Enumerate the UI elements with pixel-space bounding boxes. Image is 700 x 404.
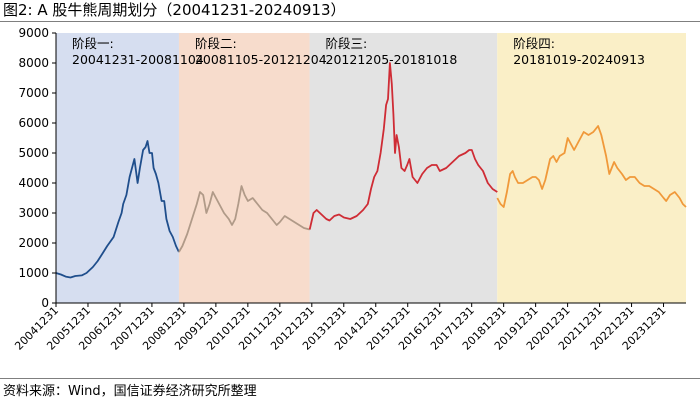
period-band-1 bbox=[56, 33, 179, 303]
period-label-4: 阶段四: bbox=[513, 36, 555, 51]
period-label-2: 阶段二: bbox=[195, 36, 237, 51]
period-range-3: 20121205-20181018 bbox=[326, 52, 458, 67]
y-tick-label: 7000 bbox=[18, 86, 49, 100]
y-tick-label: 0 bbox=[41, 296, 49, 310]
y-tick-label: 1000 bbox=[18, 266, 49, 280]
y-tick-label: 3000 bbox=[18, 206, 49, 220]
series-lines bbox=[55, 62, 687, 279]
period-range-1: 20041231-20081104 bbox=[72, 52, 204, 67]
y-tick-label: 6000 bbox=[18, 116, 49, 130]
series-line-3 bbox=[308, 62, 498, 230]
series-line-4 bbox=[496, 125, 687, 208]
y-tick-label: 5000 bbox=[18, 146, 49, 160]
period-bands bbox=[56, 33, 686, 303]
series-line-2 bbox=[178, 185, 310, 253]
period-label-1: 阶段一: bbox=[72, 36, 114, 51]
period-label-3: 阶段三: bbox=[326, 36, 368, 51]
y-tick-label: 4000 bbox=[18, 176, 49, 190]
y-tick-label: 2000 bbox=[18, 236, 49, 250]
y-tick-label: 8000 bbox=[18, 56, 49, 70]
period-range-2: 20081105-20121204 bbox=[195, 52, 327, 67]
period-band-3 bbox=[309, 33, 498, 303]
title-divider bbox=[0, 21, 700, 22]
period-range-4: 20181019-20240913 bbox=[513, 52, 645, 67]
y-tick-label: 9000 bbox=[18, 26, 49, 40]
period-band-2 bbox=[178, 33, 310, 303]
period-band-4 bbox=[497, 33, 686, 303]
figure-title: 图2: A 股牛熊周期划分（20041231-20240913） bbox=[3, 1, 346, 19]
chart-area: 0 1000 2000 3000 4000 5000 6000 7000 8000 9000 200… bbox=[12, 26, 687, 353]
source-divider bbox=[0, 378, 700, 379]
series-line-1 bbox=[55, 140, 180, 279]
period-labels: 阶段一:20041231-20081104阶段二:20081105-201212… bbox=[72, 36, 645, 67]
source-note: 资料来源：Wind，国信证券经济研究所整理 bbox=[3, 384, 257, 399]
